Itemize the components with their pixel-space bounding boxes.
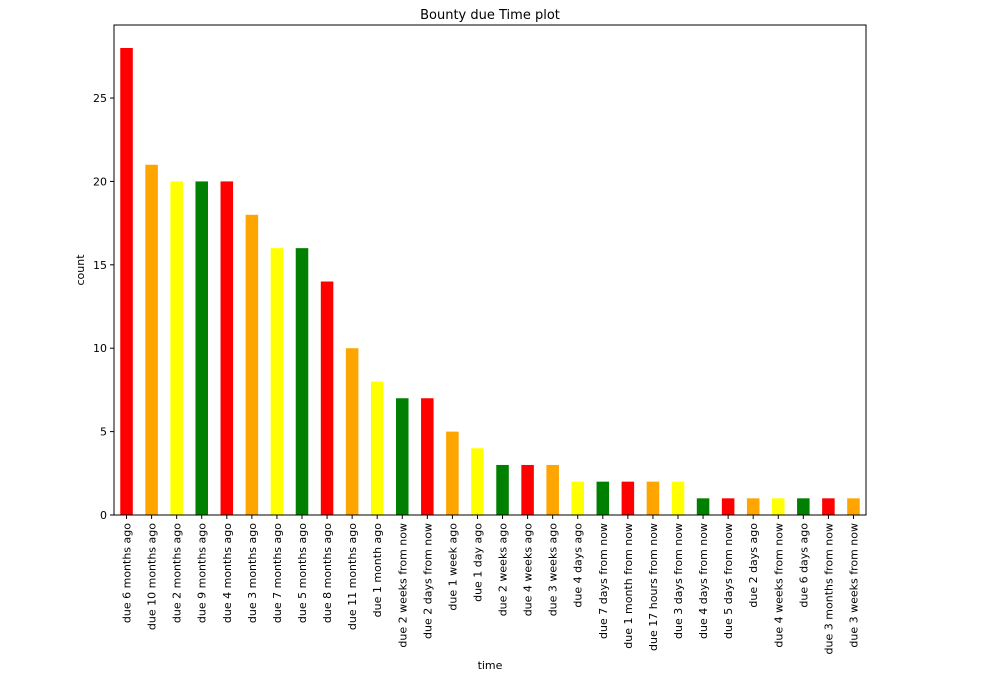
x-tick-label: due 1 week ago — [446, 523, 459, 611]
x-tick-label: due 7 days from now — [597, 523, 610, 639]
bar — [496, 464, 509, 515]
bar — [847, 498, 860, 515]
y-tick-label: 0 — [100, 509, 107, 522]
bar — [270, 248, 284, 515]
x-tick-label: due 2 days ago — [747, 523, 760, 608]
bar — [822, 498, 835, 515]
bar — [571, 481, 584, 515]
x-tick-label: due 4 weeks from now — [772, 523, 785, 648]
x-tick-label: due 4 days from now — [697, 523, 710, 639]
plot-frame — [113, 24, 867, 516]
x-tick-label: due 11 months ago — [346, 523, 359, 630]
y-tick-label: 20 — [93, 175, 107, 188]
bar — [345, 348, 359, 515]
y-tick-label: 15 — [93, 259, 107, 272]
bar — [195, 181, 208, 515]
x-tick-label: due 2 months ago — [171, 523, 184, 623]
x-tick-label: due 4 weeks ago — [522, 523, 535, 617]
x-tick-label: due 10 months ago — [146, 523, 159, 630]
bar — [621, 481, 635, 515]
x-tick-label: due 6 days ago — [797, 523, 810, 608]
bar — [245, 214, 259, 516]
bar — [671, 481, 685, 515]
bar — [295, 248, 309, 515]
bar — [521, 464, 534, 515]
x-tick-label: due 3 weeks ago — [547, 523, 560, 617]
x-tick-label: due 4 months ago — [221, 523, 234, 623]
x-tick-label: due 1 month from now — [622, 523, 635, 649]
x-tick-label: due 7 months ago — [271, 523, 284, 623]
x-tick-label: due 3 months ago — [246, 523, 259, 623]
y-tick-label: 5 — [100, 426, 107, 439]
x-tick-label: due 2 days from now — [421, 523, 434, 639]
x-axis-label: time — [478, 659, 503, 672]
bar — [320, 281, 334, 515]
bar — [170, 181, 183, 515]
bar — [772, 498, 785, 515]
bar — [370, 381, 384, 515]
bar — [396, 398, 409, 515]
x-tick-label: due 2 weeks ago — [497, 523, 510, 617]
bar — [120, 48, 133, 515]
x-tick-label: due 9 months ago — [196, 523, 209, 623]
x-tick-label: due 5 days from now — [722, 523, 735, 639]
x-tick-label: due 17 hours from now — [647, 523, 660, 651]
bar — [220, 181, 234, 515]
bar — [145, 164, 158, 515]
bar — [446, 431, 459, 515]
x-tick-label: due 3 months from now — [822, 523, 835, 654]
x-tick-label: due 6 months ago — [121, 523, 134, 623]
x-tick-label: due 1 day ago — [471, 523, 484, 602]
x-tick-label: due 3 days from now — [672, 523, 685, 639]
x-tick-label: due 2 weeks from now — [396, 523, 409, 648]
bar — [421, 398, 434, 515]
x-tick-label: due 4 days ago — [572, 523, 585, 608]
y-tick-label: 10 — [93, 342, 107, 355]
y-tick-label: 25 — [93, 92, 107, 105]
bar — [471, 448, 484, 515]
x-tick-label: due 5 months ago — [296, 523, 309, 623]
bar — [797, 498, 810, 515]
bar — [596, 481, 610, 515]
x-tick-label: due 3 weeks from now — [847, 523, 860, 648]
x-tick-label: due 1 month ago — [371, 523, 384, 618]
bar — [721, 498, 735, 515]
bar — [696, 498, 710, 515]
y-axis-label: count — [74, 254, 87, 286]
chart-title: Bounty due Time plot — [420, 8, 560, 23]
bar — [546, 464, 559, 515]
bar — [746, 498, 760, 515]
plot-area: 0 5 10 15 20 25 due 6 months ago due 10 months … — [93, 48, 860, 654]
x-tick-label: due 8 months ago — [321, 523, 334, 623]
bar — [646, 481, 660, 515]
